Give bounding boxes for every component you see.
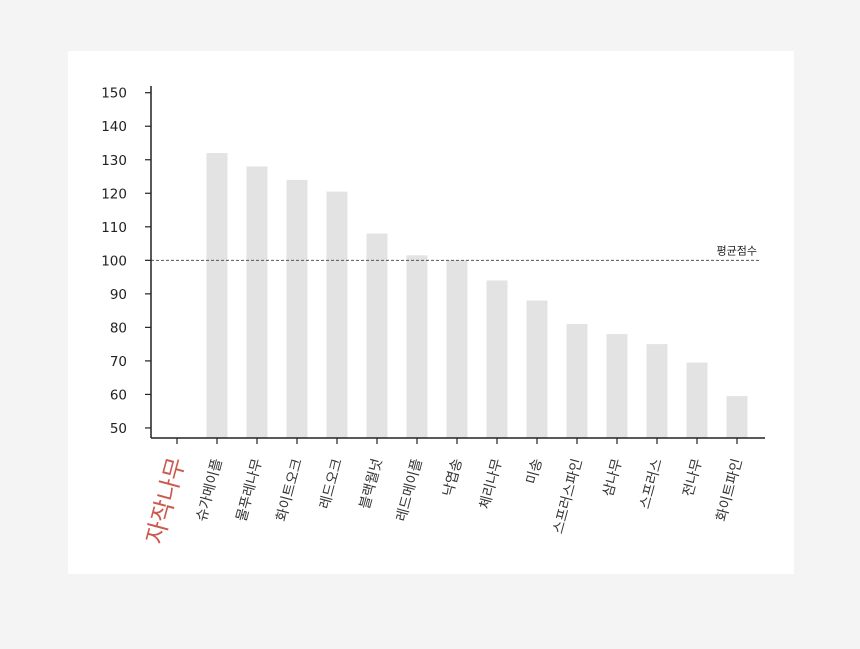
x-tick-label: 레드오크 [317,457,346,511]
bars-layer [206,153,748,439]
x-tick-label: 화이트파인 [714,457,746,523]
y-tick-label: 140 [101,119,127,135]
bar [486,280,508,438]
bar [206,153,228,439]
y-tick-label: 50 [110,421,127,437]
y-ticks-layer: 50 60 70 80 90 100 110 120 130 140 150 [101,86,151,437]
y-tick-label: 150 [101,86,127,102]
x-tick-label-highlight: 자작나무 [141,454,191,547]
bar [566,324,588,438]
bar [686,362,708,438]
reference-line-layer: 평균점수 [151,244,759,261]
x-tick-label: 스프러스파인 [550,457,585,536]
bar [526,300,548,438]
y-tick-label: 120 [101,186,127,202]
x-tick-label: 삼나무 [600,457,625,499]
bar [646,344,668,438]
y-tick-label: 100 [101,253,127,269]
x-tick-label: 전나무 [680,457,705,499]
x-tick-label: 낙엽송 [440,457,465,499]
bar [286,179,308,438]
y-tick-label: 90 [110,287,127,303]
x-ticks-layer: 자작나무 슈가메이플 물푸레나무 화이트오크 레드오크 블랙월넛 레드메이플 낙엽송 체리나무 미… [141,438,746,547]
bar [726,396,748,438]
x-tick-label: 물푸레나무 [234,457,266,523]
bar [326,191,348,438]
chart-card: 평균점수 50 60 70 80 90 100 110 120 130 140 150 자작나무 슈가… [68,51,794,574]
x-tick-label: 슈가메이플 [194,457,226,523]
x-tick-label: 레드메이플 [394,457,426,523]
y-tick-label: 110 [101,220,127,236]
bar [606,334,628,438]
bar [246,166,268,438]
bar-chart: 평균점수 50 60 70 80 90 100 110 120 130 140 150 자작나무 슈가… [101,86,765,547]
y-tick-label: 130 [101,153,127,169]
bar [446,260,468,438]
bar [366,233,388,438]
x-tick-label: 블랙월넛 [357,457,386,511]
y-tick-label: 60 [110,387,127,403]
bar [406,255,428,438]
y-tick-label: 70 [110,354,127,370]
y-tick-label: 80 [110,320,127,336]
x-tick-label: 체리나무 [477,457,506,511]
x-tick-label: 화이트오크 [274,457,306,523]
axes-layer [150,86,765,439]
x-tick-label: 미송 [524,457,546,486]
average-reference-label: 평균점수 [717,244,757,257]
x-tick-label: 스프러스 [637,457,666,511]
